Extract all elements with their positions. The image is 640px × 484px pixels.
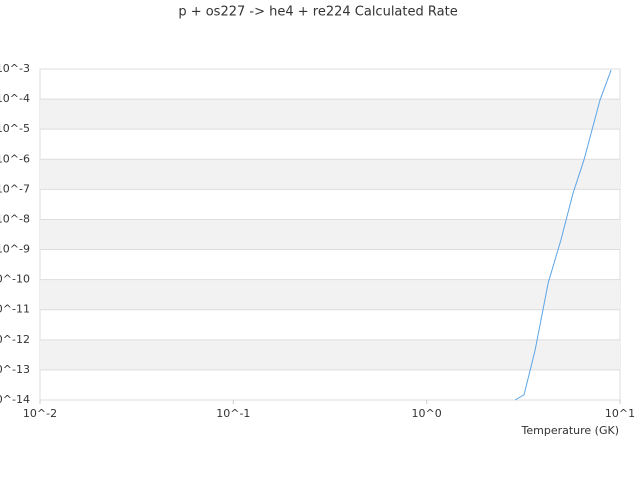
y-tick-label: 10^-10 <box>0 273 30 286</box>
grid-band <box>40 99 620 130</box>
line <box>514 69 612 401</box>
grid-band <box>40 159 620 190</box>
y-tick-label: 10^-6 <box>0 152 30 165</box>
y-tick-label: 10^-9 <box>0 243 30 256</box>
x-tick-label: 10^-1 <box>216 407 250 420</box>
y-tick-label: 10^-7 <box>0 182 30 195</box>
y-tick-label: 10^-14 <box>0 393 30 406</box>
y-tick-label: 10^-3 <box>0 62 30 75</box>
x-tick-label: 10^-2 <box>23 407 57 420</box>
x-tick-label: 10^1 <box>605 407 635 420</box>
y-tick-label: 10^-4 <box>0 92 30 105</box>
chart-title: p + os227 -> he4 + re224 Calculated Rate <box>178 5 457 20</box>
grid-band <box>40 339 620 370</box>
y-tick-label: 10^-8 <box>0 212 30 225</box>
y-tick-label: 10^-13 <box>0 363 30 376</box>
y-tick-label: 10^-12 <box>0 333 30 346</box>
grid-band <box>40 279 620 310</box>
y-tick-label: 10^-5 <box>0 122 30 135</box>
x-axis-label: Temperature (GK) <box>521 424 620 437</box>
x-tick-label: 10^0 <box>412 407 442 420</box>
y-tick-label: 10^-11 <box>0 303 30 316</box>
grid-band <box>40 219 620 250</box>
